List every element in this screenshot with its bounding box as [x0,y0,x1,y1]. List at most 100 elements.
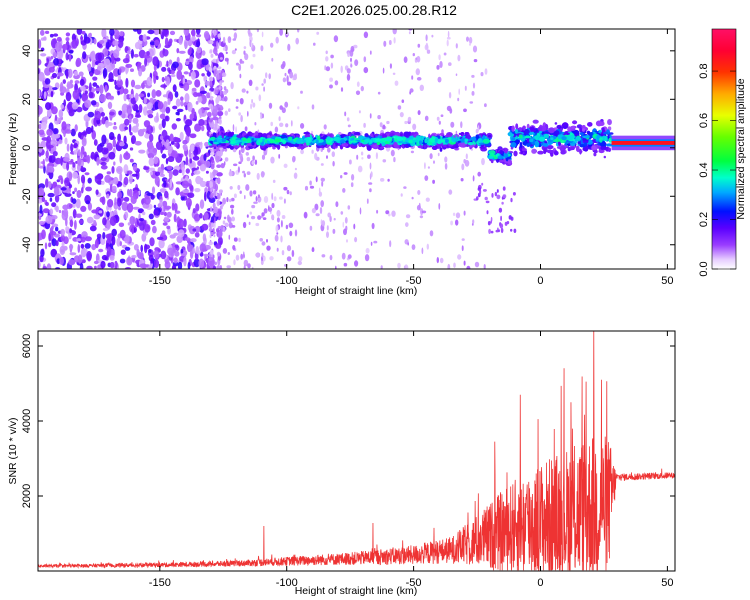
spectrogram-blob [233,237,238,242]
spectrogram-blob [385,210,390,215]
spectrogram-blob [487,134,492,138]
spectrogram-blob [175,137,179,143]
spectrogram-blob [293,172,298,179]
spectrogram-blob [212,58,217,63]
spectrogram-blob [294,143,300,147]
spectrogram-blob [129,147,134,151]
spectrogram-blob [235,254,240,261]
spectrogram-blob [155,141,163,151]
spectrogram-blob [161,66,167,72]
spectrogram-blob [452,212,456,216]
spectrogram-blob [401,99,405,103]
spectrogram-blob [426,243,429,250]
spectrogram-blob [183,144,188,152]
spectrogram-blob [366,145,372,151]
spectrogram-blob [190,70,196,80]
spectrogram-blob [230,82,234,90]
spectrogram-blob [270,121,274,127]
spectrogram-blob [117,133,121,142]
spectrogram-blob [80,174,86,184]
spectrogram-blob [53,58,59,66]
spectrogram-blob [111,228,117,237]
spectrogram-blob [203,212,209,221]
spectrogram-blob [126,105,132,115]
spectrogram-blob [464,159,470,167]
spectrogram-blob [311,208,316,214]
spectrogram-blob [48,66,55,73]
spectrogram-blob [211,222,214,228]
spectrogram-blob [194,232,200,238]
spectrogram-blob [53,33,59,37]
spectrogram-blob [161,153,167,159]
spectrogram-blob [143,120,151,128]
spectrogram-blob [38,105,43,115]
spectrogram-blob [559,146,566,152]
spectrogram-blob [76,190,82,198]
spectrogram-blob [146,109,154,115]
spectrogram-blob [407,116,412,122]
spectrogram-blob [117,74,121,82]
spectrogram-blob [55,226,59,232]
spectrogram-blob [280,220,283,228]
spectrogram-blob [447,30,450,38]
spectrogram-blob [148,249,152,253]
spectrogram-blob [300,90,303,94]
spectrogram-blob [159,113,166,120]
spectrogram-blob [382,67,385,74]
spectrogram-blob [97,65,102,71]
spectrogram-blob [439,257,444,264]
spectrogram-blob [143,196,151,205]
spectrogram-blob [119,141,125,147]
spectrogram-blob [263,86,265,92]
spectrogram-blob [185,156,189,166]
spectrogram-blob [213,46,217,51]
spectrogram-blob [292,155,296,163]
spectrogram-blob [194,123,202,132]
spectrogram-blob [224,110,228,116]
spectrogram-blob [42,208,50,214]
spectrogram-blob [211,32,214,39]
spectrogram-blob [354,236,358,243]
spectrogram-blob [289,191,292,196]
spectrogram-blob [220,143,227,147]
spectrogram-blob [321,254,326,258]
spectrogram-blob [203,31,210,39]
spectrogram-blob [329,254,333,261]
spectrogram-blob [126,170,133,175]
spectrogram-blob [48,233,52,242]
spectrogram-blob [371,222,375,230]
spectrogram-blob [190,144,195,152]
spectrogram-blob [389,240,392,248]
spectrogram-blob [212,228,215,233]
spectrogram-blob [427,166,430,169]
spectrogram-blob [440,114,444,117]
spectrogram-blob [147,92,151,98]
spectrogram-blob [467,142,474,146]
spectrogram-blob [65,92,72,102]
spectrogram-blob [132,206,140,210]
spectrogram-blob [54,194,60,203]
spectrogram-blob [116,31,120,37]
spectrogram-blob [153,156,159,165]
spectrogram-blob [243,259,249,267]
spectrogram-blob [210,41,214,45]
spectrogram-blob [86,265,93,269]
spectrogram-blob [295,37,300,45]
spectrogram-blob [230,146,234,150]
spectrogram-blob [142,128,147,132]
spectrogram-blob [112,138,117,148]
spectrogram-blob [218,118,222,125]
spectrogram-blob [107,246,112,256]
spectrogram-blob [58,117,62,123]
spectrogram-blob [149,133,154,142]
spectrogram-blob [455,219,459,226]
spectrogram-blob [117,39,124,48]
spectrogram-blob [231,208,234,215]
spectrogram-blob [65,70,69,79]
spectrogram-blob [607,119,612,126]
spectrogram-blob [51,202,57,208]
spectrogram-blob [131,135,136,145]
spectrogram-blob [542,143,549,147]
spectrogram-blob [89,82,92,92]
spectrogram-blob [349,159,352,165]
